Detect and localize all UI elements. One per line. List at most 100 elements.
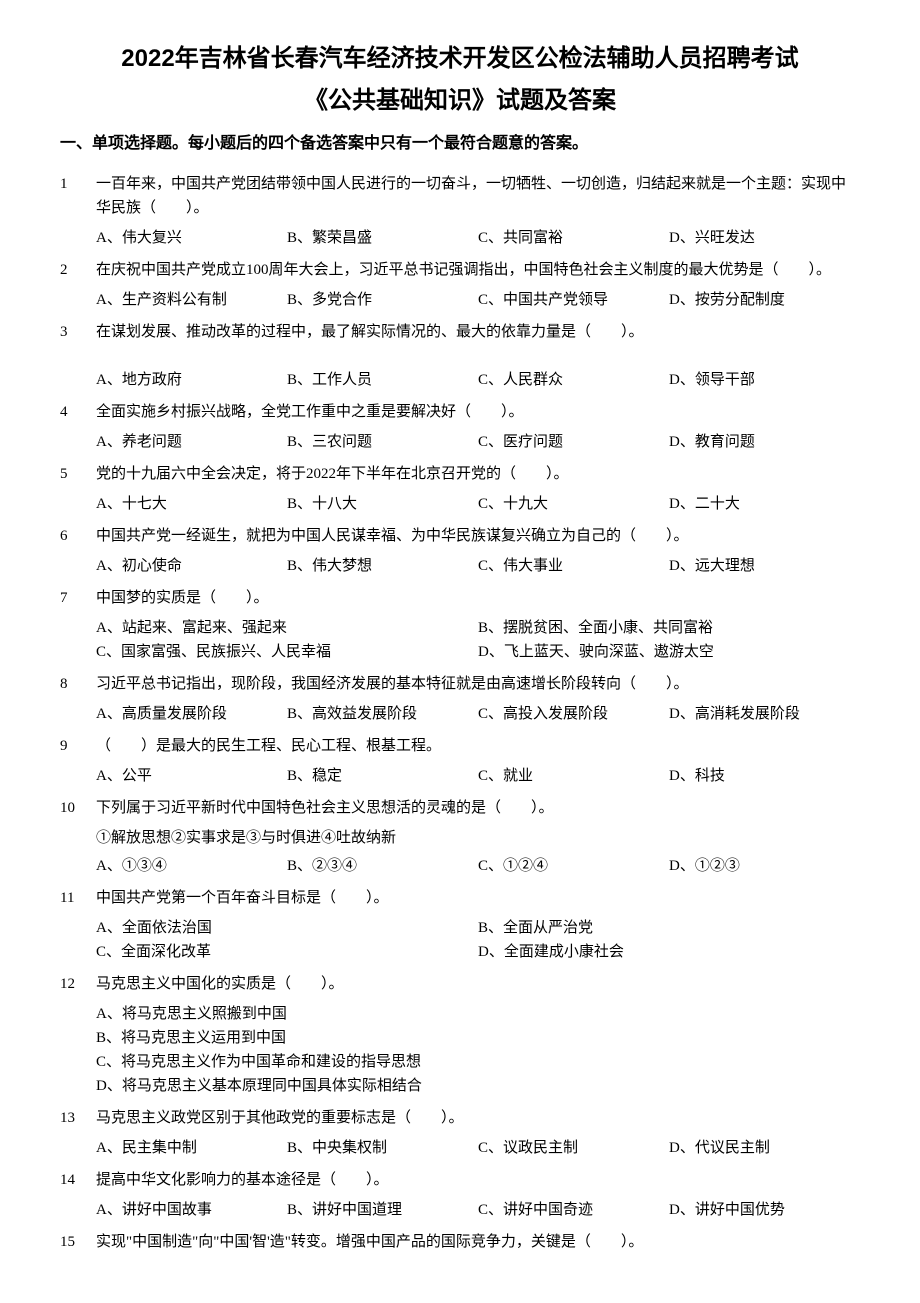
option: C、①②④ bbox=[478, 854, 669, 878]
question-block: 3在谋划发展、推动改革的过程中，最了解实际情况的、最大的依靠力量是（ ）。 bbox=[60, 320, 860, 348]
document-title-line2: 《公共基础知识》试题及答案 bbox=[60, 82, 860, 120]
question-body: 习近平总书记指出，现阶段，我国经济发展的基本特征就是由高速增长阶段转向（ ）。 bbox=[96, 672, 860, 700]
question-body: 提高中华文化影响力的基本途径是（ ）。 bbox=[96, 1168, 860, 1196]
question-block: 4全面实施乡村振兴战略，全党工作重中之重是要解决好（ ）。 bbox=[60, 400, 860, 428]
options-row: A、①③④B、②③④C、①②④D、①②③ bbox=[96, 854, 860, 878]
option: B、稳定 bbox=[287, 764, 478, 788]
question-block: 11中国共产党第一个百年奋斗目标是（ ）。 bbox=[60, 886, 860, 914]
option: C、议政民主制 bbox=[478, 1136, 669, 1160]
question-number: 4 bbox=[60, 400, 96, 428]
option: A、十七大 bbox=[96, 492, 287, 516]
options-row: A、地方政府B、工作人员C、人民群众D、领导干部 bbox=[96, 368, 860, 392]
question-body: 马克思主义政党区别于其他政党的重要标志是（ ）。 bbox=[96, 1106, 860, 1134]
option: A、地方政府 bbox=[96, 368, 287, 392]
question-text: 一百年来，中国共产党团结带领中国人民进行的一切奋斗，一切牺牲、一切创造，归结起来… bbox=[96, 172, 860, 220]
question-body: 实现"中国制造"向"中国'智'造"转变。增强中国产品的国际竞争力，关键是（ ）。 bbox=[96, 1230, 860, 1258]
option: B、多党合作 bbox=[287, 288, 478, 312]
option: C、就业 bbox=[478, 764, 669, 788]
options-row: A、高质量发展阶段B、高效益发展阶段C、高投入发展阶段D、高消耗发展阶段 bbox=[96, 702, 860, 726]
question-text: 中国共产党一经诞生，就把为中国人民谋幸福、为中华民族谋复兴确立为自己的（ ）。 bbox=[96, 524, 860, 548]
option: C、中国共产党领导 bbox=[478, 288, 669, 312]
options-row: A、全面依法治国B、全面从严治党 bbox=[96, 916, 860, 940]
option: C、全面深化改革 bbox=[96, 940, 478, 964]
option: D、将马克思主义基本原理同中国具体实际相结合 bbox=[96, 1074, 860, 1098]
option: B、十八大 bbox=[287, 492, 478, 516]
question-number: 9 bbox=[60, 734, 96, 762]
question-number: 8 bbox=[60, 672, 96, 700]
question-block: 14提高中华文化影响力的基本途径是（ ）。 bbox=[60, 1168, 860, 1196]
options-row: C、全面深化改革D、全面建成小康社会 bbox=[96, 940, 860, 964]
question-body: 全面实施乡村振兴战略，全党工作重中之重是要解决好（ ）。 bbox=[96, 400, 860, 428]
option: A、高质量发展阶段 bbox=[96, 702, 287, 726]
question-block: 13马克思主义政党区别于其他政党的重要标志是（ ）。 bbox=[60, 1106, 860, 1134]
question-body: （ ）是最大的民生工程、民心工程、根基工程。 bbox=[96, 734, 860, 762]
option: A、站起来、富起来、强起来 bbox=[96, 616, 478, 640]
question-number: 6 bbox=[60, 524, 96, 552]
options-row: A、站起来、富起来、强起来B、摆脱贫困、全面小康、共同富裕 bbox=[96, 616, 860, 640]
question-text: 提高中华文化影响力的基本途径是（ ）。 bbox=[96, 1168, 860, 1192]
options-row: A、民主集中制B、中央集权制C、议政民主制D、代议民主制 bbox=[96, 1136, 860, 1160]
question-body: 在谋划发展、推动改革的过程中，最了解实际情况的、最大的依靠力量是（ ）。 bbox=[96, 320, 860, 348]
options-row: A、初心使命B、伟大梦想C、伟大事业D、远大理想 bbox=[96, 554, 860, 578]
question-number: 15 bbox=[60, 1230, 96, 1258]
option: A、养老问题 bbox=[96, 430, 287, 454]
question-number: 12 bbox=[60, 972, 96, 1000]
question-text: 在谋划发展、推动改革的过程中，最了解实际情况的、最大的依靠力量是（ ）。 bbox=[96, 320, 860, 344]
option: B、工作人员 bbox=[287, 368, 478, 392]
question-block: 6中国共产党一经诞生，就把为中国人民谋幸福、为中华民族谋复兴确立为自己的（ ）。 bbox=[60, 524, 860, 552]
question-text: 马克思主义中国化的实质是（ ）。 bbox=[96, 972, 860, 996]
option: C、伟大事业 bbox=[478, 554, 669, 578]
option: B、将马克思主义运用到中国 bbox=[96, 1026, 860, 1050]
option: A、初心使命 bbox=[96, 554, 287, 578]
question-body: 下列属于习近平新时代中国特色社会主义思想活的灵魂的是（ ）。 bbox=[96, 796, 860, 824]
question-extra-line: ①解放思想②实事求是③与时俱进④吐故纳新 bbox=[96, 826, 860, 850]
questions-container: 1一百年来，中国共产党团结带领中国人民进行的一切奋斗，一切牺牲、一切创造，归结起… bbox=[60, 172, 860, 1258]
question-body: 在庆祝中国共产党成立100周年大会上，习近平总书记强调指出，中国特色社会主义制度… bbox=[96, 258, 860, 286]
option: C、将马克思主义作为中国革命和建设的指导思想 bbox=[96, 1050, 860, 1074]
question-block: 1一百年来，中国共产党团结带领中国人民进行的一切奋斗，一切牺牲、一切创造，归结起… bbox=[60, 172, 860, 224]
question-body: 党的十九届六中全会决定，将于2022年下半年在北京召开党的（ ）。 bbox=[96, 462, 860, 490]
option: C、人民群众 bbox=[478, 368, 669, 392]
option: A、民主集中制 bbox=[96, 1136, 287, 1160]
question-text: 中国共产党第一个百年奋斗目标是（ ）。 bbox=[96, 886, 860, 910]
option: D、领导干部 bbox=[669, 368, 860, 392]
options-row: A、养老问题B、三农问题C、医疗问题D、教育问题 bbox=[96, 430, 860, 454]
option: B、全面从严治党 bbox=[478, 916, 860, 940]
option: A、生产资料公有制 bbox=[96, 288, 287, 312]
question-block: 7中国梦的实质是（ ）。 bbox=[60, 586, 860, 614]
options-row: A、讲好中国故事B、讲好中国道理C、讲好中国奇迹D、讲好中国优势 bbox=[96, 1198, 860, 1222]
question-number: 5 bbox=[60, 462, 96, 490]
option: A、全面依法治国 bbox=[96, 916, 478, 940]
question-text: 中国梦的实质是（ ）。 bbox=[96, 586, 860, 610]
option: B、高效益发展阶段 bbox=[287, 702, 478, 726]
option: C、十九大 bbox=[478, 492, 669, 516]
question-number: 1 bbox=[60, 172, 96, 224]
option: D、讲好中国优势 bbox=[669, 1198, 860, 1222]
option: A、将马克思主义照搬到中国 bbox=[96, 1002, 860, 1026]
option: D、二十大 bbox=[669, 492, 860, 516]
question-body: 中国梦的实质是（ ）。 bbox=[96, 586, 860, 614]
option: C、共同富裕 bbox=[478, 226, 669, 250]
question-block: 10下列属于习近平新时代中国特色社会主义思想活的灵魂的是（ ）。 bbox=[60, 796, 860, 824]
question-text: 马克思主义政党区别于其他政党的重要标志是（ ）。 bbox=[96, 1106, 860, 1130]
question-text: 在庆祝中国共产党成立100周年大会上，习近平总书记强调指出，中国特色社会主义制度… bbox=[96, 258, 860, 282]
question-number: 7 bbox=[60, 586, 96, 614]
document-title-line1: 2022年吉林省长春汽车经济技术开发区公检法辅助人员招聘考试 bbox=[60, 40, 860, 78]
question-number: 2 bbox=[60, 258, 96, 286]
options-row: C、国家富强、民族振兴、人民幸福D、飞上蓝天、驶向深蓝、遨游太空 bbox=[96, 640, 860, 664]
option: C、医疗问题 bbox=[478, 430, 669, 454]
option: D、教育问题 bbox=[669, 430, 860, 454]
option: A、公平 bbox=[96, 764, 287, 788]
options-stack: A、将马克思主义照搬到中国B、将马克思主义运用到中国C、将马克思主义作为中国革命… bbox=[96, 1002, 860, 1098]
option: D、①②③ bbox=[669, 854, 860, 878]
option: B、繁荣昌盛 bbox=[287, 226, 478, 250]
question-block: 2在庆祝中国共产党成立100周年大会上，习近平总书记强调指出，中国特色社会主义制… bbox=[60, 258, 860, 286]
question-block: 5党的十九届六中全会决定，将于2022年下半年在北京召开党的（ ）。 bbox=[60, 462, 860, 490]
question-block: 15实现"中国制造"向"中国'智'造"转变。增强中国产品的国际竞争力，关键是（ … bbox=[60, 1230, 860, 1258]
question-body: 中国共产党一经诞生，就把为中国人民谋幸福、为中华民族谋复兴确立为自己的（ ）。 bbox=[96, 524, 860, 552]
question-text: 下列属于习近平新时代中国特色社会主义思想活的灵魂的是（ ）。 bbox=[96, 796, 860, 820]
option: D、飞上蓝天、驶向深蓝、遨游太空 bbox=[478, 640, 860, 664]
option: A、①③④ bbox=[96, 854, 287, 878]
option: D、按劳分配制度 bbox=[669, 288, 860, 312]
options-row: A、十七大B、十八大C、十九大D、二十大 bbox=[96, 492, 860, 516]
